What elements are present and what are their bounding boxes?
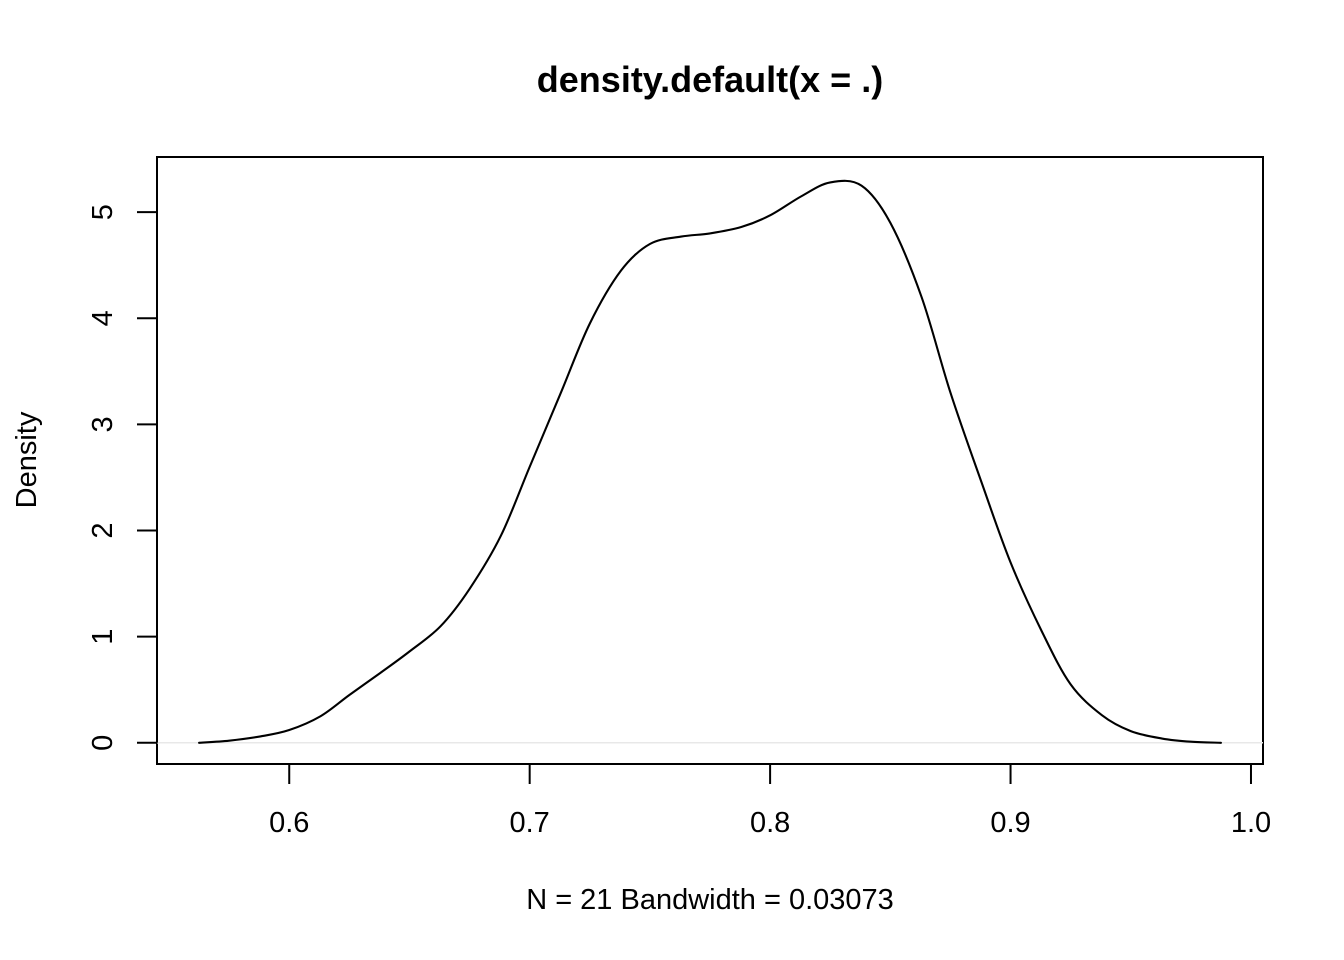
chart-title: density.default(x = .): [537, 59, 883, 100]
x-axis-label: N = 21 Bandwidth = 0.03073: [526, 884, 894, 916]
x-tick-label: 0.7: [510, 807, 550, 839]
x-tick-label: 1.0: [1231, 807, 1271, 839]
y-axis: 0 1 2 3 4 5: [87, 204, 158, 751]
y-tick-label: 3: [87, 416, 119, 432]
y-tick-label: 5: [87, 204, 119, 220]
y-tick-label: 1: [87, 629, 119, 645]
density-curve: [198, 179, 1222, 744]
y-tick-label: 4: [87, 310, 119, 326]
x-tick-label: 0.6: [269, 807, 309, 839]
x-tick-label: 0.8: [750, 807, 790, 839]
y-tick-label: 0: [87, 735, 119, 751]
x-tick-label: 0.9: [990, 807, 1030, 839]
plot-frame: [156, 156, 1264, 765]
y-axis-label: Density: [11, 411, 43, 508]
y-tick-label: 2: [87, 522, 119, 538]
x-axis: 0.6 0.7 0.8 0.9 1.0: [269, 763, 1271, 839]
